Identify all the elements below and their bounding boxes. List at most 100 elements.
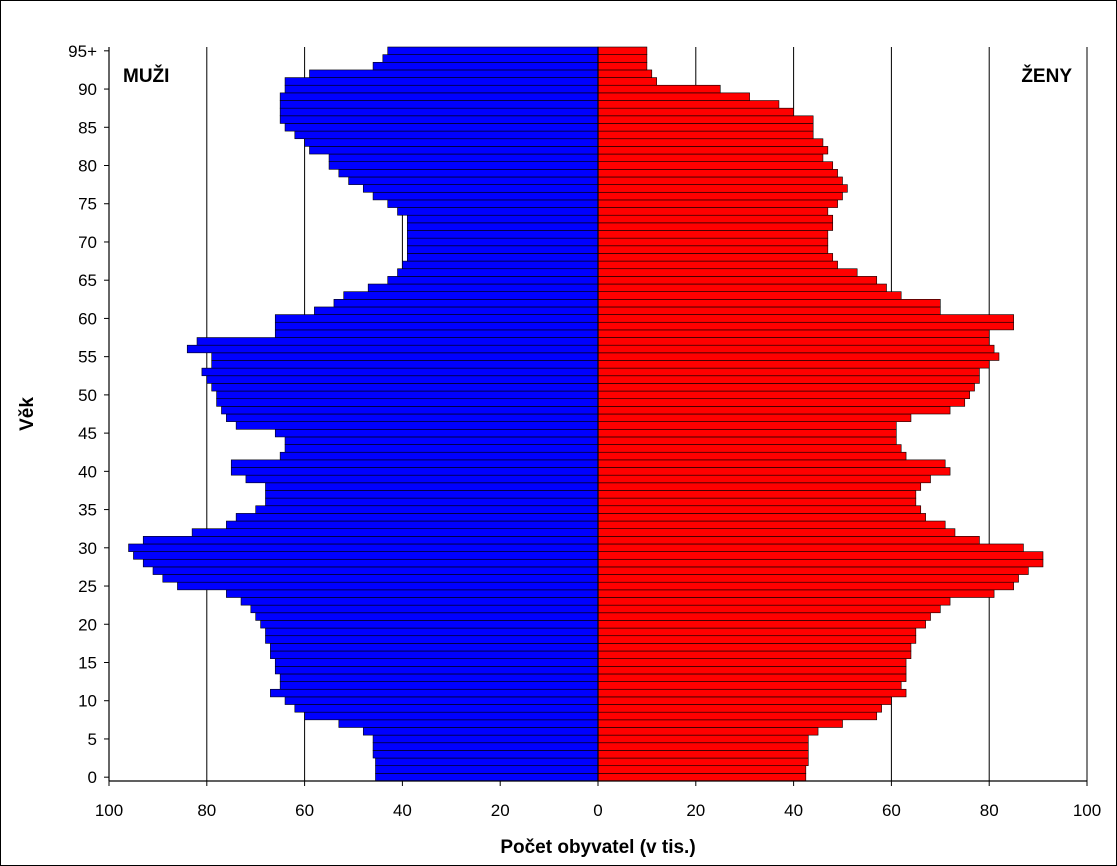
bar-women [597, 650, 912, 659]
y-axis-title: Věk [17, 397, 38, 431]
bar-men [387, 199, 599, 208]
bar-men [255, 505, 599, 514]
bar-men [245, 474, 599, 484]
y-tick-label: 75 [78, 195, 97, 214]
bar-men [235, 421, 599, 430]
bar-women [597, 138, 824, 147]
bar-men [387, 276, 599, 285]
bar-women [597, 115, 814, 124]
bar-men [382, 54, 599, 63]
bar-women [597, 711, 878, 721]
bar-men [274, 314, 599, 323]
bar-men [226, 520, 599, 529]
bar-men [372, 742, 599, 751]
bar-women [597, 268, 858, 277]
bar-men [201, 367, 599, 377]
bar-men [221, 406, 599, 415]
bar-men [211, 383, 599, 392]
bar-men [362, 184, 599, 193]
bar-group [128, 46, 1044, 782]
bar-women [597, 474, 931, 484]
bar-women [597, 360, 990, 369]
y-tick-label: 15 [78, 653, 97, 672]
bar-women [597, 734, 809, 744]
bar-men [406, 230, 599, 239]
bar-men [279, 107, 599, 117]
bar-men [270, 688, 599, 698]
bar-women [597, 765, 807, 774]
bar-women [597, 688, 907, 698]
bar-men [284, 696, 599, 705]
bar-women [597, 352, 1000, 361]
y-tick-label: 95+ [68, 42, 97, 61]
bar-men [304, 138, 599, 147]
bar-women [597, 742, 809, 751]
y-tick-label: 90 [78, 80, 97, 99]
bar-women [597, 207, 829, 216]
bar-women [597, 681, 902, 690]
bar-women [597, 528, 956, 537]
bar-men [314, 306, 599, 315]
bar-men [226, 413, 599, 422]
bar-men [274, 329, 599, 338]
bar-women [597, 191, 843, 201]
bar-men [309, 69, 599, 78]
x-tick-label: 40 [784, 801, 803, 820]
bar-women [597, 627, 917, 637]
bar-women [597, 421, 897, 430]
bar-women [597, 230, 829, 239]
bar-women [597, 398, 966, 407]
x-tick-label: 20 [686, 801, 705, 820]
x-tick-label: 20 [491, 801, 510, 820]
y-tick-label: 80 [78, 157, 97, 176]
bar-men [328, 153, 599, 162]
bar-women [597, 704, 882, 713]
bar-men [362, 727, 599, 736]
bar-women [597, 61, 648, 71]
y-tick-label: 65 [78, 271, 97, 290]
bar-women [597, 444, 902, 453]
bar-men [270, 643, 599, 652]
bar-men [270, 650, 599, 659]
bar-women [597, 597, 951, 606]
bar-men [240, 597, 599, 606]
bar-men [348, 176, 599, 185]
y-tick-label: 45 [78, 424, 97, 443]
bar-women [597, 291, 902, 300]
bar-men [372, 734, 599, 744]
bar-women [597, 92, 750, 101]
axes [104, 47, 1088, 786]
bar-men [367, 283, 599, 292]
bar-men [294, 704, 599, 713]
bar-women [597, 84, 721, 94]
bar-men [274, 658, 599, 667]
bar-women [597, 367, 980, 377]
bar-men [406, 253, 599, 262]
bar-women [597, 69, 653, 78]
bar-men [304, 711, 599, 721]
bar-men [284, 123, 599, 132]
bar-men [211, 352, 599, 361]
bar-men [196, 337, 599, 346]
bar-men [216, 398, 599, 407]
bar-men [372, 61, 599, 71]
bar-women [597, 253, 834, 262]
bar-men [142, 558, 599, 568]
bar-women [597, 574, 1019, 583]
bar-women [597, 130, 814, 140]
x-axis-title: Počet obyvatel (v tis.) [500, 837, 695, 858]
y-tick-label: 55 [78, 348, 97, 367]
bar-men [265, 497, 599, 507]
x-tick-label: 80 [980, 801, 999, 820]
y-tick-label: 20 [78, 615, 97, 634]
y-tick-label: 0 [88, 768, 97, 787]
bar-men [142, 536, 599, 545]
bar-women [597, 176, 843, 185]
bar-men [274, 321, 599, 331]
bar-men [294, 130, 599, 140]
y-tick-label: 30 [78, 539, 97, 558]
bar-men [402, 260, 599, 270]
bar-women [597, 451, 907, 461]
bar-men [406, 245, 599, 254]
